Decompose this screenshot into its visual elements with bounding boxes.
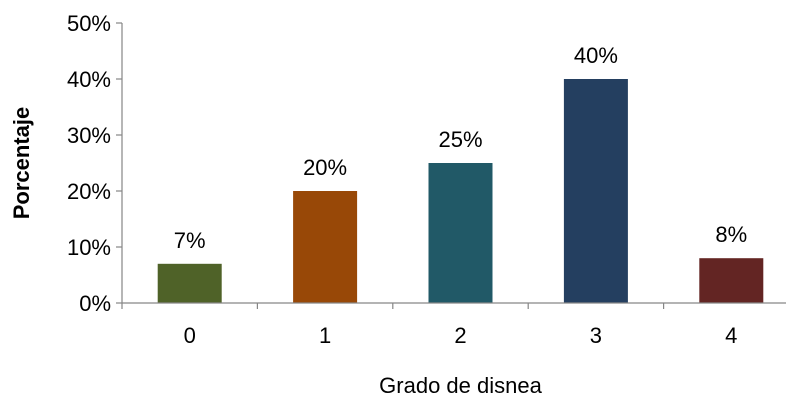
bar [428,163,493,303]
x-axis-title: Grado de disnea [379,373,542,398]
x-tick-label: 3 [590,323,602,348]
y-tick-label: 20% [67,179,111,204]
x-tick-label: 4 [725,323,737,348]
y-tick-label: 10% [67,235,111,260]
bar [699,258,764,303]
y-tick-label: 30% [67,123,111,148]
y-axis-title: Porcentaje [9,107,34,220]
y-axis-ticks: 0% 10% 20% 30% 40% 50% [67,11,122,316]
data-label: 7% [174,228,206,253]
data-label: 20% [303,155,347,180]
bars [157,79,764,303]
bar [157,263,222,303]
data-labels: 7% 20% 25% 40% 8% [174,43,747,253]
y-tick-label: 50% [67,11,111,36]
data-label: 25% [438,127,482,152]
x-tick-label: 0 [184,323,196,348]
x-tick-label: 2 [454,323,466,348]
x-tick-label: 1 [319,323,331,348]
data-label: 8% [715,222,747,247]
data-label: 40% [574,43,618,68]
y-tick-label: 0% [79,291,111,316]
bar [563,79,628,303]
x-axis-ticks: 0 1 2 3 4 [121,303,737,348]
y-tick-label: 40% [67,67,111,92]
bar [293,191,358,303]
